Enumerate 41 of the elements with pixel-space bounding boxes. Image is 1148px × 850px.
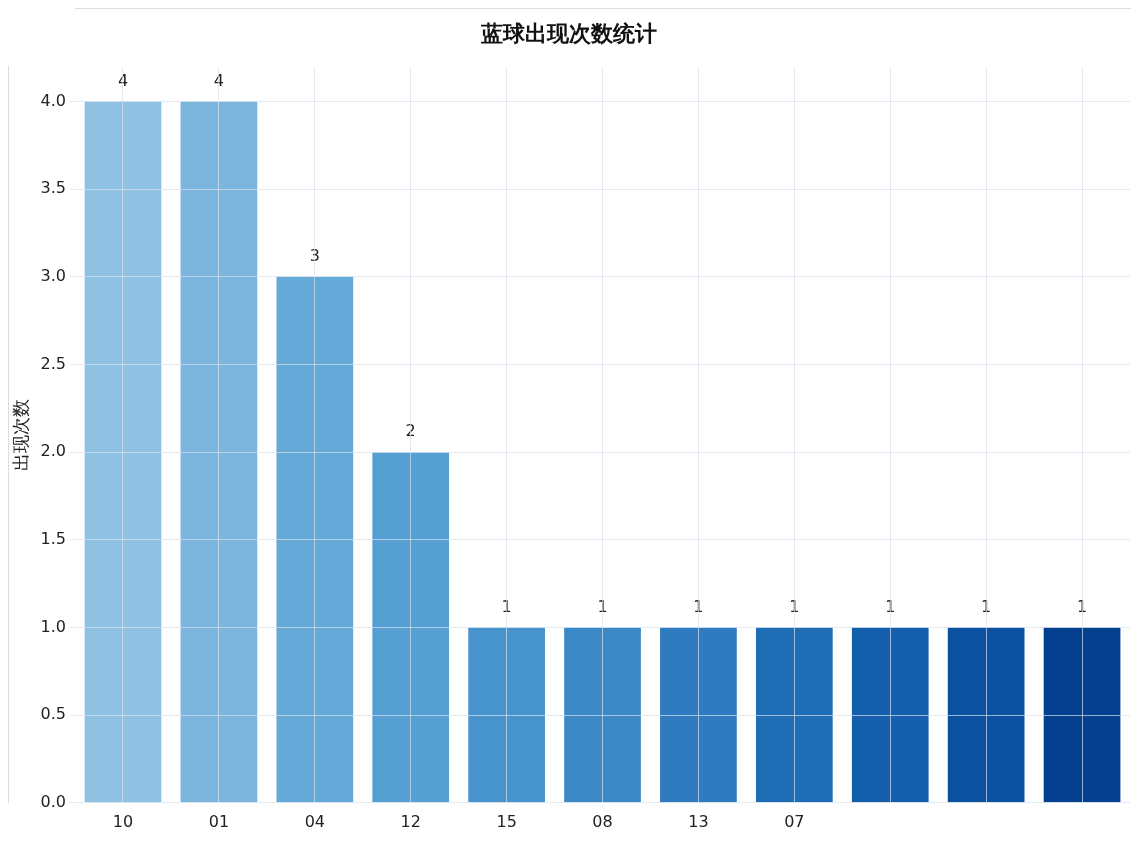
bar [564,627,641,803]
y-tick-label: 1.0 [40,616,67,636]
x-tick-label: 07 [784,811,805,831]
bar [660,627,737,803]
y-tick-label: 4.0 [40,90,67,110]
x-tick-label: 04 [304,811,325,831]
data-label: 1 [693,596,704,616]
bar [1043,627,1121,803]
y-tick-label: 3.0 [40,265,67,285]
y-tick-label: 2.5 [40,353,67,373]
data-label: 1 [789,596,800,616]
chart-title: 蓝球出现次数统计 [480,20,657,46]
bar [947,627,1025,803]
y-tick-label: 0.0 [40,791,67,811]
y-tick-label: 0.5 [40,704,67,724]
data-label: 4 [213,70,224,90]
y-axis-title: 出现次数 [10,398,32,471]
bar [180,101,258,803]
data-label: 1 [501,596,512,616]
y-tick-label: 3.5 [40,178,67,198]
x-tick-label: 10 [112,811,134,831]
bar [851,627,929,803]
data-label: 1 [1076,596,1088,616]
bar [84,101,162,803]
y-tick-label: 2.0 [40,441,67,461]
x-tick-label: 12 [400,811,421,831]
x-tick-label: 13 [688,811,709,831]
x-tick-label: 01 [208,811,230,831]
bar [372,452,450,803]
bar [755,627,833,803]
y-tick-label: 1.5 [40,528,67,548]
x-tick-label: 15 [496,811,517,831]
data-label: 1 [885,596,896,616]
data-label: 2 [405,421,416,441]
x-tick-label: 08 [592,811,613,831]
data-label: 4 [117,70,129,90]
data-label: 3 [309,245,320,265]
data-label: 1 [981,596,992,616]
data-label: 1 [597,596,608,616]
bar [276,276,354,803]
bar [468,627,545,803]
